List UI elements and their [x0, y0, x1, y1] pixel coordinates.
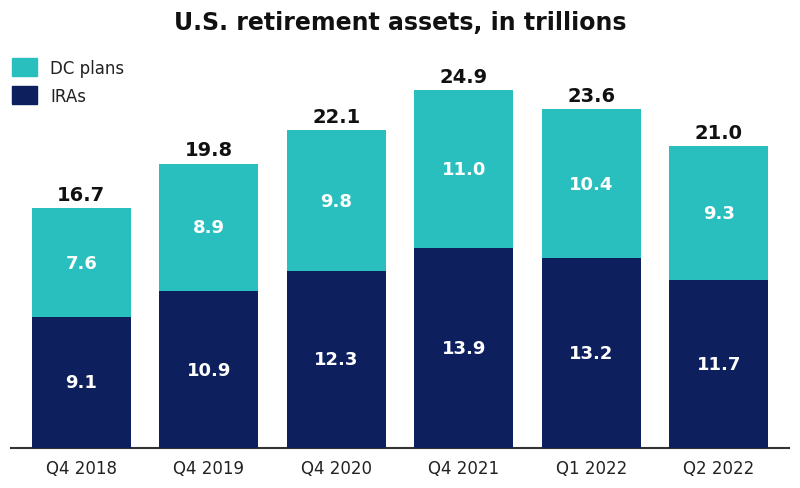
Bar	[414, 91, 514, 249]
Legend: DC plans, IRAs: DC plans, IRAs	[12, 59, 124, 105]
Title: U.S. retirement assets, in trillions: U.S. retirement assets, in trillions	[174, 11, 626, 35]
Text: 9.3: 9.3	[703, 204, 734, 223]
Text: 10.4: 10.4	[569, 175, 614, 193]
Text: 8.9: 8.9	[193, 219, 225, 237]
Bar	[159, 164, 258, 292]
Bar	[542, 259, 641, 448]
Bar	[286, 131, 386, 272]
Text: 13.2: 13.2	[569, 345, 614, 362]
Text: 11.0: 11.0	[442, 161, 486, 179]
Bar	[669, 280, 769, 448]
Text: 23.6: 23.6	[567, 86, 615, 105]
Bar	[542, 110, 641, 259]
Text: 10.9: 10.9	[186, 361, 231, 379]
Bar	[669, 147, 769, 280]
Text: 13.9: 13.9	[442, 339, 486, 357]
Text: 22.1: 22.1	[312, 108, 360, 127]
Text: 19.8: 19.8	[185, 141, 233, 160]
Text: 7.6: 7.6	[66, 254, 97, 272]
Text: 21.0: 21.0	[694, 124, 742, 142]
Text: 24.9: 24.9	[440, 68, 488, 87]
Text: 9.1: 9.1	[66, 374, 97, 392]
Bar	[286, 272, 386, 448]
Bar	[414, 249, 514, 448]
Text: 11.7: 11.7	[697, 355, 741, 373]
Bar	[31, 208, 131, 318]
Text: 12.3: 12.3	[314, 351, 358, 369]
Text: 9.8: 9.8	[320, 192, 352, 210]
Bar	[159, 292, 258, 448]
Bar	[31, 318, 131, 448]
Text: 16.7: 16.7	[57, 185, 106, 204]
